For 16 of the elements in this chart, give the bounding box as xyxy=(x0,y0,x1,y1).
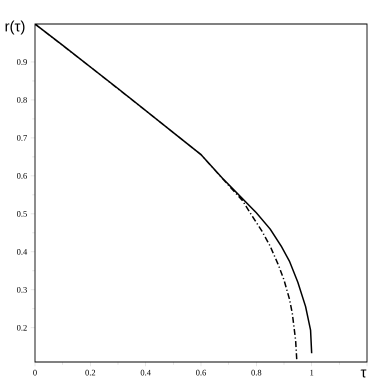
y-axis-title: r(τ) xyxy=(6,20,24,34)
x-tick-label: 0.6 xyxy=(196,370,206,376)
y-tick-label: 0.6 xyxy=(16,173,27,179)
x-tick-label: 0.8 xyxy=(251,370,262,376)
y-tick-label: 0.7 xyxy=(16,135,27,141)
x-tick-label: 0.2 xyxy=(85,370,96,376)
x-tick-label: 0 xyxy=(33,370,37,376)
x-axis-title: τ xyxy=(360,370,366,378)
x-tick-label: 0.4 xyxy=(140,370,151,376)
y-tick-label: 0.4 xyxy=(16,248,28,255)
y-tick-label: 0.5 xyxy=(16,211,27,217)
y-tick-label: 0.2 xyxy=(16,324,27,331)
y-tick-label: 0.8 xyxy=(16,97,27,103)
x-tick-label: 1 xyxy=(310,370,314,376)
y-tick-label: 0.3 xyxy=(16,286,27,293)
y-tick-label: 0.9 xyxy=(16,59,27,65)
